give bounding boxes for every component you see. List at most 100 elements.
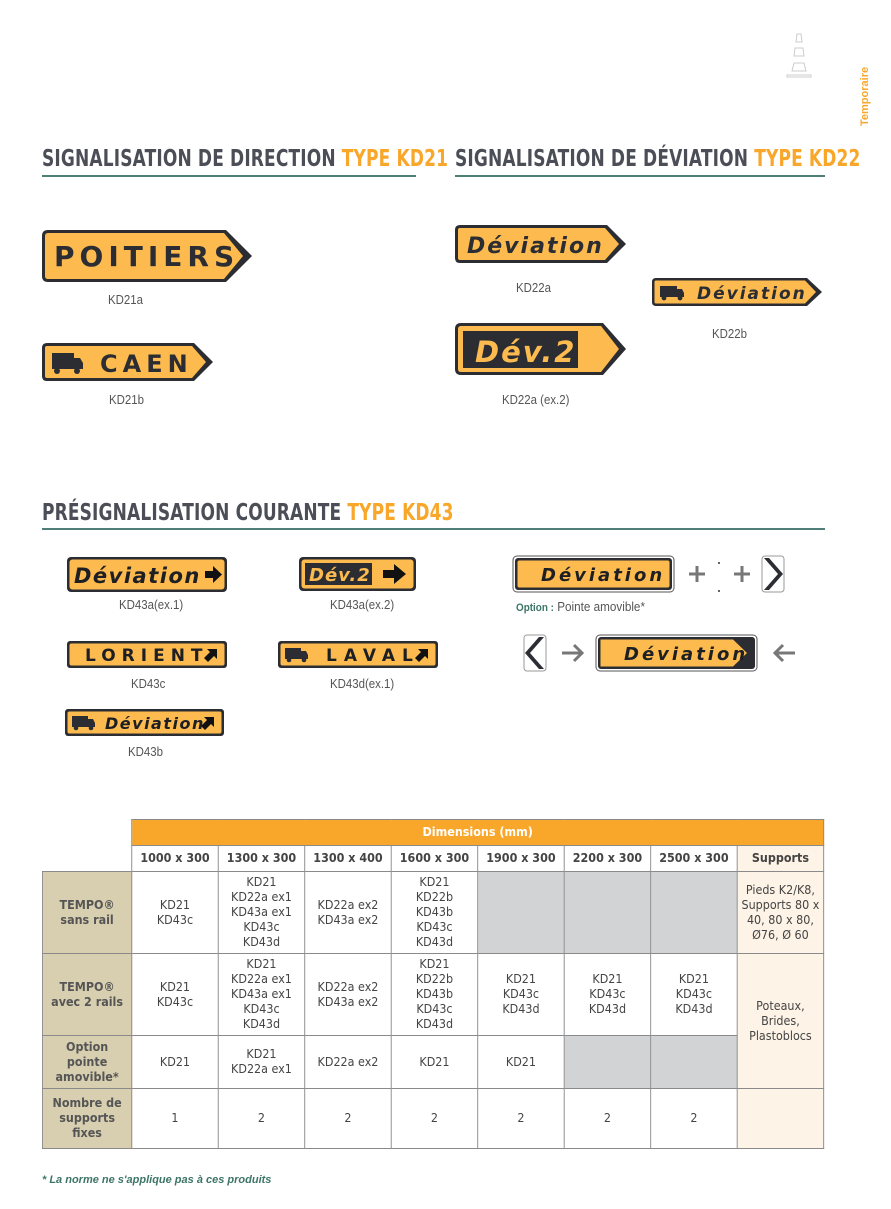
table-cell: KD21 KD22b KD43b KD43c KD43d [390, 871, 479, 954]
chevron-right-icon [764, 558, 783, 590]
option-assembled: Déviation [523, 634, 795, 672]
sign-kd22a-ex2: Dév.2 [455, 323, 626, 375]
truck-icon [660, 286, 684, 301]
svg-text:LORIENT: LORIENT [85, 646, 209, 666]
truck-icon [52, 353, 83, 374]
plus-icon [734, 566, 750, 582]
supports-cell: Pieds K2/K8, Supports 80 x 40, 80 x 80, … [736, 871, 825, 954]
chevron-left-icon [525, 637, 544, 669]
table-header: Dimensions (mm) [131, 819, 825, 846]
svg-text:Déviation: Déviation [105, 714, 205, 733]
table-cell: KD21 KD22a ex1 [217, 1035, 306, 1089]
sign-kd21b: CAEN [42, 343, 213, 381]
svg-text:POITIERS: POITIERS [54, 240, 239, 273]
sign-caption: KD22a [516, 280, 551, 295]
svg-text:Dév.2: Dév.2 [309, 565, 371, 586]
option-label: Option : Pointe amovible* [516, 599, 645, 614]
svg-text:Déviation: Déviation [541, 565, 665, 586]
svg-text:CAEN: CAEN [100, 350, 193, 378]
table-cell [477, 871, 565, 954]
table-cell: KD21 KD43c KD43d [650, 953, 738, 1036]
table-cell: KD21 KD43c [131, 953, 219, 1036]
row-label: Option pointe amovible* [42, 1035, 133, 1089]
sign-kd43a-ex2: Dév.2 [299, 557, 416, 591]
sign-caption: KD22a (ex.2) [502, 392, 570, 407]
section-title-kd43: PRÉSIGNALISATION COURANTE TYPE KD43 [42, 500, 454, 526]
table-cell: 2 [477, 1088, 565, 1149]
table-row: Option pointe amovible* KD21 KD21 KD22a ex… [42, 1035, 823, 1089]
size-header: 1300 x 300 [217, 845, 306, 872]
row-label: Nombre de supports fixes [42, 1088, 133, 1149]
supports-cell: Poteaux, Brides, Plastoblocs [736, 953, 825, 1089]
footnote: * La norme ne s'applique pas à ces produ… [42, 1174, 272, 1186]
truck-icon [72, 716, 95, 731]
arrow-right-icon [205, 566, 222, 583]
table-cell: KD21 KD22a ex1 KD43a ex1 KD43c KD43d [217, 953, 306, 1036]
plus-icon [689, 566, 705, 582]
table-row: Nombre de supports fixes 1 2 2 2 2 2 2 [42, 1088, 825, 1149]
dimensions-table: Dimensions (mm) 1000 x 300 1300 x 300 13… [42, 819, 825, 1149]
sign-kd21a: POITIERS [42, 230, 252, 282]
sign-caption: KD21b [109, 392, 144, 407]
section-title-kd21: SIGNALISATION DE DIRECTION TYPE KD21 [42, 146, 449, 172]
divider [42, 175, 416, 177]
table-cell: KD21 KD22a ex1 KD43a ex1 KD43c KD43d [217, 871, 306, 954]
supports-cell [736, 1088, 825, 1149]
arrow-up-right-icon [415, 649, 428, 662]
table-cell: KD21 KD43c KD43d [477, 953, 565, 1036]
svg-text:Dév.2: Dév.2 [475, 335, 576, 369]
arrow-up-right-icon [201, 717, 214, 730]
table-cell: 2 [304, 1088, 392, 1149]
divider [42, 528, 825, 530]
truck-icon [285, 648, 308, 663]
section-side-tab: Temporaire [859, 66, 871, 126]
arrow-up-right-icon [204, 649, 217, 662]
size-header: 1300 x 400 [304, 845, 392, 872]
table-cell [650, 871, 738, 954]
sign-caption: KD22b [712, 326, 747, 341]
sign-caption: KD21a [108, 292, 143, 307]
table-cell: KD22a ex2 KD43a ex2 [304, 953, 392, 1036]
size-header: 1000 x 300 [131, 845, 219, 872]
svg-text:Déviation: Déviation [74, 564, 201, 588]
size-header: 2200 x 300 [563, 845, 652, 872]
table-cell: 2 [217, 1088, 306, 1149]
option-assembly: Déviation [512, 555, 785, 593]
table-cell: KD22a ex2 KD43a ex2 [304, 871, 392, 954]
table-cell: KD21 [477, 1035, 565, 1089]
sign-caption: KD43b [128, 744, 163, 759]
table-cell: KD21 KD43c [131, 871, 219, 954]
table-cell: 2 [650, 1088, 738, 1149]
table-row: TEMPO® avec 2 rails KD21 KD43c KD21 KD22a … [42, 953, 825, 1089]
svg-text:LAVAL: LAVAL [326, 646, 420, 666]
table-cell: KD21 [131, 1035, 219, 1089]
sign-kd43c: LORIENT [67, 641, 227, 668]
sign-caption: KD43d(ex.1) [330, 676, 395, 691]
sign-caption: KD43a(ex.2) [330, 597, 395, 612]
arrow-right-icon [562, 643, 585, 663]
table-cell [563, 871, 652, 954]
sign-caption: KD43c [131, 676, 166, 691]
sign-caption: KD43a(ex.1) [119, 597, 184, 612]
svg-text:Déviation: Déviation [697, 284, 807, 304]
table-cell: KD21 [390, 1035, 479, 1089]
table-cell [563, 1035, 652, 1089]
table-cell: 2 [390, 1088, 479, 1149]
supports-header: Supports [736, 845, 825, 872]
table-cell [650, 1035, 738, 1089]
size-header: 1600 x 300 [390, 845, 479, 872]
row-label: TEMPO® avec 2 rails [42, 953, 133, 1036]
svg-text:Déviation: Déviation [467, 234, 604, 259]
sign-kd22a: Déviation [455, 225, 626, 263]
section-title-kd22: SIGNALISATION DE DÉVIATION TYPE KD22 [455, 146, 861, 172]
row-label: TEMPO® sans rail [42, 871, 133, 954]
table-cell: 1 [131, 1088, 219, 1149]
arrow-right-icon [383, 564, 406, 584]
size-header: 1900 x 300 [477, 845, 565, 872]
sign-kd43a-ex1: Déviation [67, 557, 227, 592]
traffic-cone-icon [786, 33, 812, 78]
sign-kd22b: Déviation [652, 278, 822, 306]
sign-kd43b: Déviation [65, 709, 224, 736]
table-row: TEMPO® sans rail KD21 KD43c KD21 KD22a ex1… [42, 871, 825, 954]
